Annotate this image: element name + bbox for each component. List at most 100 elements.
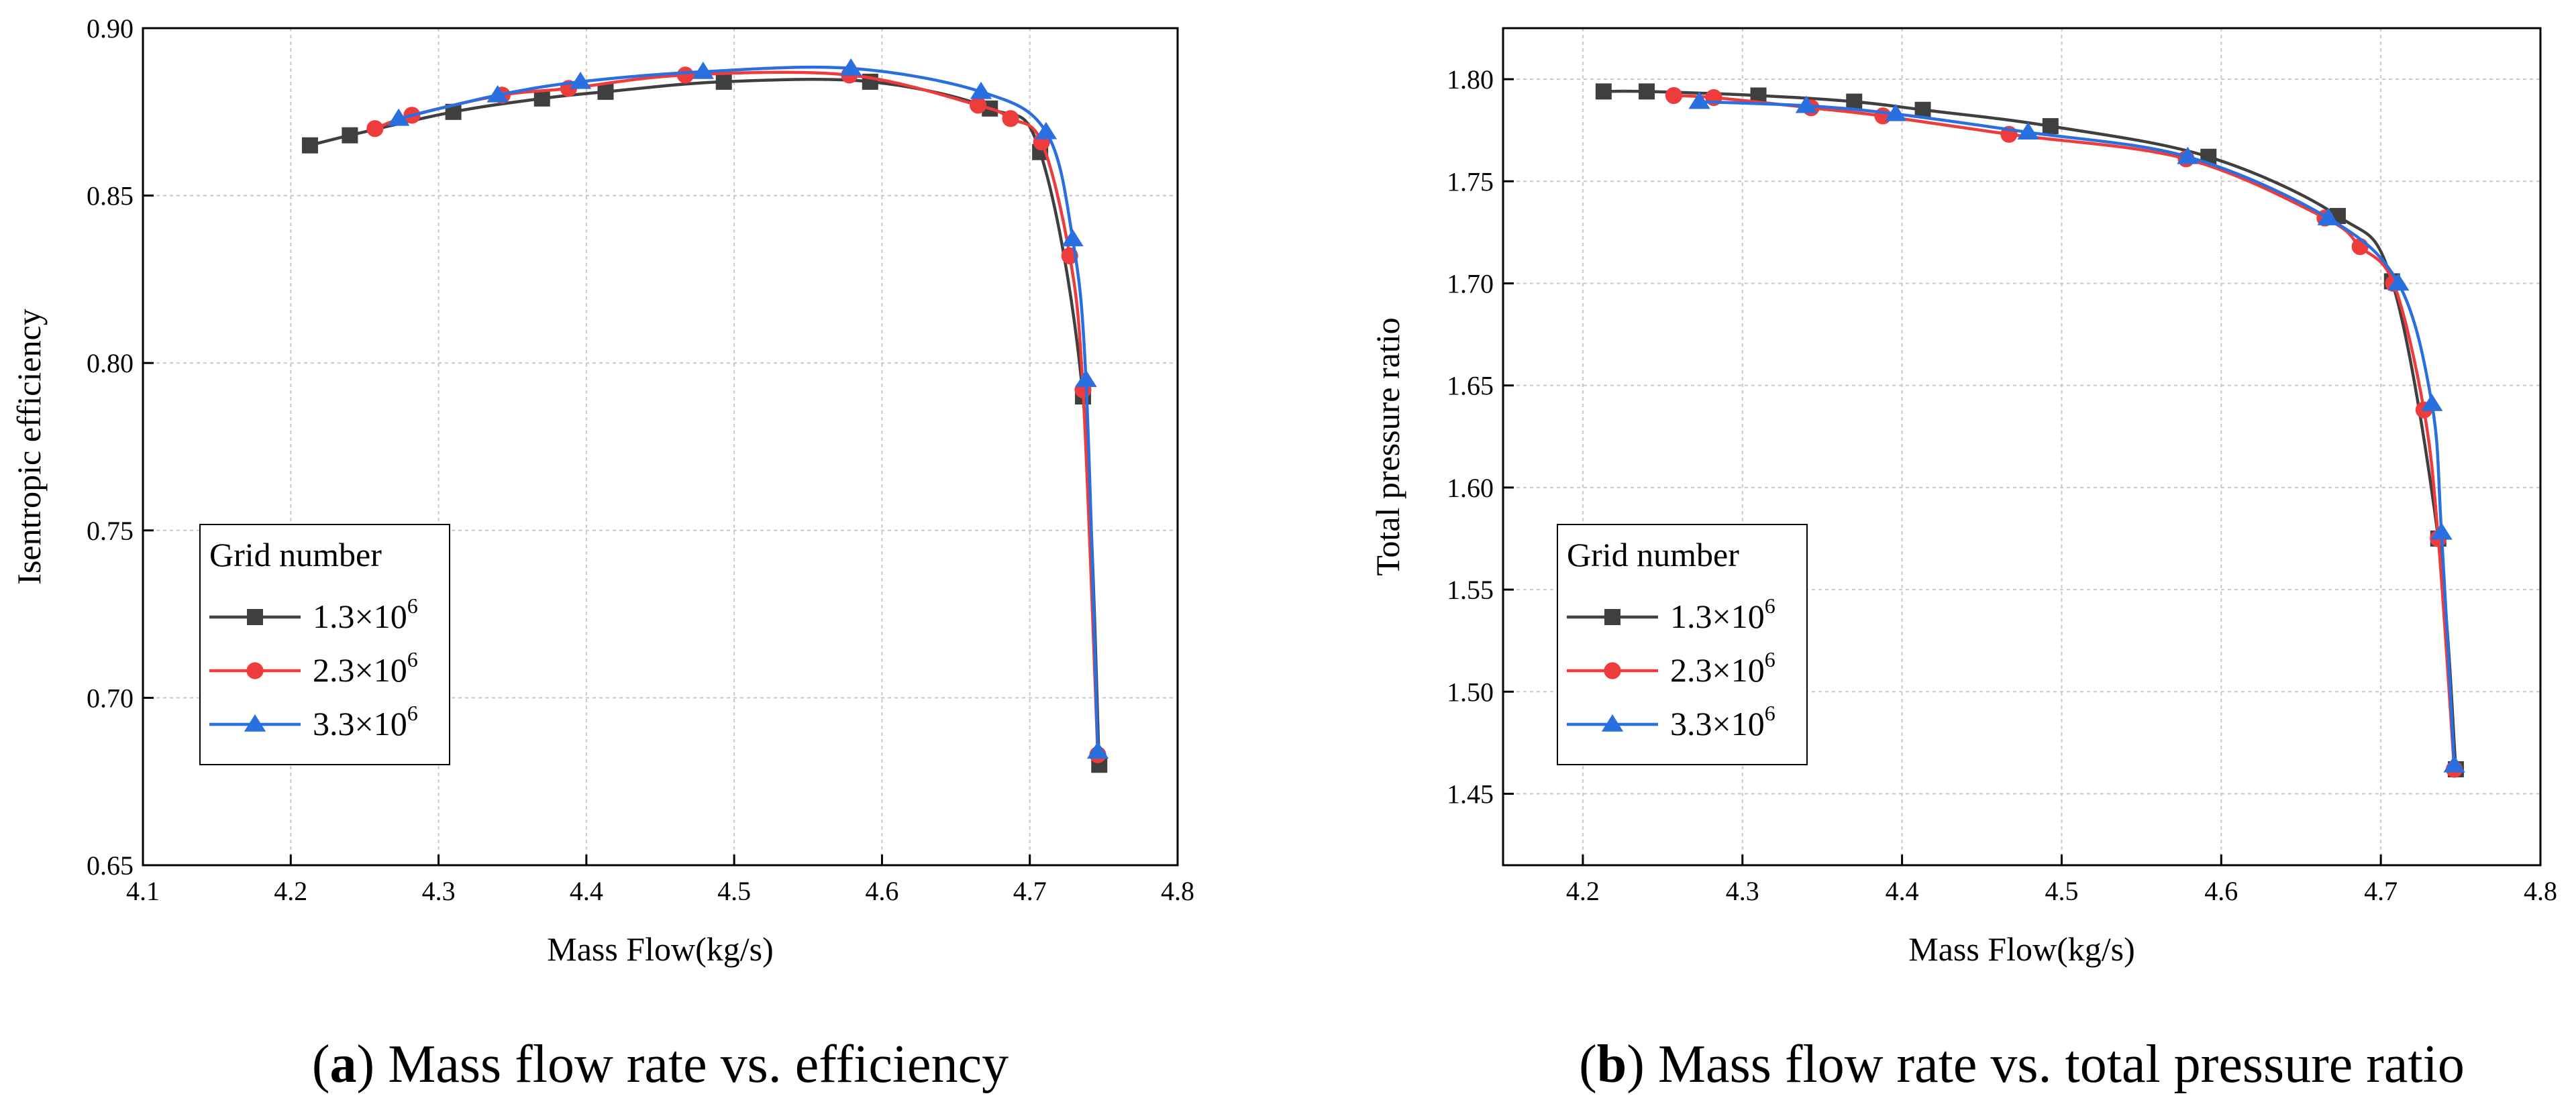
x-tick-label: 4.5 [2045, 876, 2078, 906]
series-line [1673, 94, 2456, 770]
y-tick-label: 1.60 [1447, 473, 1494, 503]
x-tick-label: 4.3 [422, 876, 456, 906]
data-point [597, 83, 614, 100]
legend-entry-label: 3.3×106 [313, 701, 418, 742]
y-tick-label: 0.80 [87, 348, 134, 378]
x-tick-label: 4.4 [1886, 876, 1919, 906]
data-point [2430, 522, 2453, 540]
data-point [1665, 87, 1683, 105]
legend-entry-label: 2.3×106 [1670, 647, 1775, 689]
legend-entry-base: 3.3×10 [313, 705, 407, 742]
data-point [2443, 755, 2465, 773]
data-point [1846, 93, 1863, 110]
axes: 4.2 4.3 4.4 4.5 4.6 4.7 4.8 1.45 1.50 1.55 1.60 1.6… [1447, 64, 2557, 906]
y-tick-label: 1.45 [1447, 779, 1494, 809]
legend-entry-label: 3.3×106 [1670, 701, 1775, 742]
legend-marker [1604, 609, 1620, 625]
y-tick-label: 1.75 [1447, 166, 1494, 197]
x-tick-label: 4.7 [1013, 876, 1047, 906]
legend-entry-exponent: 6 [1765, 647, 1775, 671]
x-tick-label: 4.8 [1161, 876, 1194, 906]
caption-letter: a [330, 1035, 357, 1094]
legend-title: Grid number [209, 536, 382, 573]
series-line [398, 65, 1100, 752]
legend-title: Grid number [1567, 536, 1739, 573]
data-point [1639, 83, 1655, 100]
plot-frame [142, 27, 1179, 867]
legend-entry-exponent: 6 [407, 594, 418, 618]
y-tick-label: 0.90 [87, 13, 134, 44]
data-point [715, 73, 732, 90]
legend-entry-base: 1.3×10 [1670, 598, 1765, 635]
legend-marker [246, 662, 264, 679]
legend-marker [1601, 714, 1624, 732]
data-point [1075, 370, 1097, 387]
x-tick-label: 4.3 [1726, 876, 1759, 906]
data-point [1595, 83, 1612, 100]
legend-entry-exponent: 6 [407, 701, 418, 725]
series-line [1699, 100, 2456, 765]
legend-marker [244, 714, 266, 732]
data-point [970, 81, 992, 99]
legend-entry-exponent: 6 [1765, 594, 1775, 618]
x-tick-label: 4.6 [865, 876, 898, 906]
caption-text: Mass flow rate vs. total pressure ratio [1658, 1035, 2465, 1094]
x-tick-label: 4.6 [2204, 876, 2238, 906]
x-axis-label: Mass Flow(kg/s) [547, 930, 774, 968]
series-line [374, 70, 1100, 755]
legend-entry-exponent: 6 [407, 647, 418, 671]
legend-marker [1604, 662, 1621, 679]
y-tick-label: 1.50 [1447, 677, 1494, 707]
legend-marker [247, 609, 263, 625]
x-tick-label: 4.8 [2524, 876, 2557, 906]
x-tick-label: 4.5 [717, 876, 751, 906]
y-tick-label: 0.75 [87, 516, 134, 546]
data-point [387, 108, 410, 126]
x-tick-label: 4.4 [570, 876, 603, 906]
panel-caption: (a) Mass flow rate vs. efficiency [312, 1035, 1009, 1094]
series-3 [387, 58, 1109, 759]
legend-entry-label: 1.3×106 [313, 594, 418, 635]
y-tick-label: 0.65 [87, 850, 134, 881]
plot-frame [1502, 27, 2542, 867]
y-axis-label: Isentropic efficiency [10, 309, 48, 584]
data-point [2421, 394, 2443, 411]
y-tick-label: 1.70 [1447, 268, 1494, 298]
y-axis-label: Total pressure ratio [1369, 317, 1406, 575]
data-point [569, 71, 592, 89]
y-tick-label: 1.55 [1447, 575, 1494, 605]
data-point [692, 61, 715, 79]
data-point [366, 120, 384, 137]
x-tick-label: 4.2 [274, 876, 307, 906]
caption-letter: b [1597, 1035, 1627, 1094]
data-point [1035, 121, 1058, 140]
y-tick-label: 0.85 [87, 181, 134, 211]
x-tick-label: 4.7 [2364, 876, 2398, 906]
data-point [486, 85, 509, 103]
panel-caption: (b) Mass flow rate vs. total pressure ra… [1579, 1035, 2465, 1094]
data-point [2387, 273, 2410, 291]
y-tick-label: 1.65 [1447, 371, 1494, 401]
data-point [342, 127, 358, 144]
x-tick-label: 4.2 [1566, 876, 1600, 906]
data-point [1062, 229, 1084, 247]
data-point [2017, 122, 2039, 140]
series-3 [1688, 91, 2465, 773]
caption-text: Mass flow rate vs. efficiency [388, 1035, 1009, 1094]
data-point [1795, 95, 1818, 113]
y-tick-label: 0.70 [87, 683, 134, 713]
legend-entry-label: 1.3×106 [1670, 594, 1775, 635]
data-point [1884, 103, 1907, 121]
legend-entry-label: 2.3×106 [313, 647, 418, 689]
x-tick-label: 4.1 [126, 876, 160, 906]
data-point [2317, 208, 2339, 225]
series-2 [366, 66, 1106, 763]
data-point [970, 97, 987, 114]
panel-a: 4.1 4.2 4.3 4.4 4.5 4.6 4.7 4.8 0.65 0.70 0.75 0.80… [10, 13, 1194, 1094]
data-point [533, 90, 550, 107]
data-point [676, 66, 694, 84]
panel-b: 4.2 4.3 4.4 4.5 4.6 4.7 4.8 1.45 1.50 1.55 1.60 1.6… [1369, 27, 2557, 1094]
